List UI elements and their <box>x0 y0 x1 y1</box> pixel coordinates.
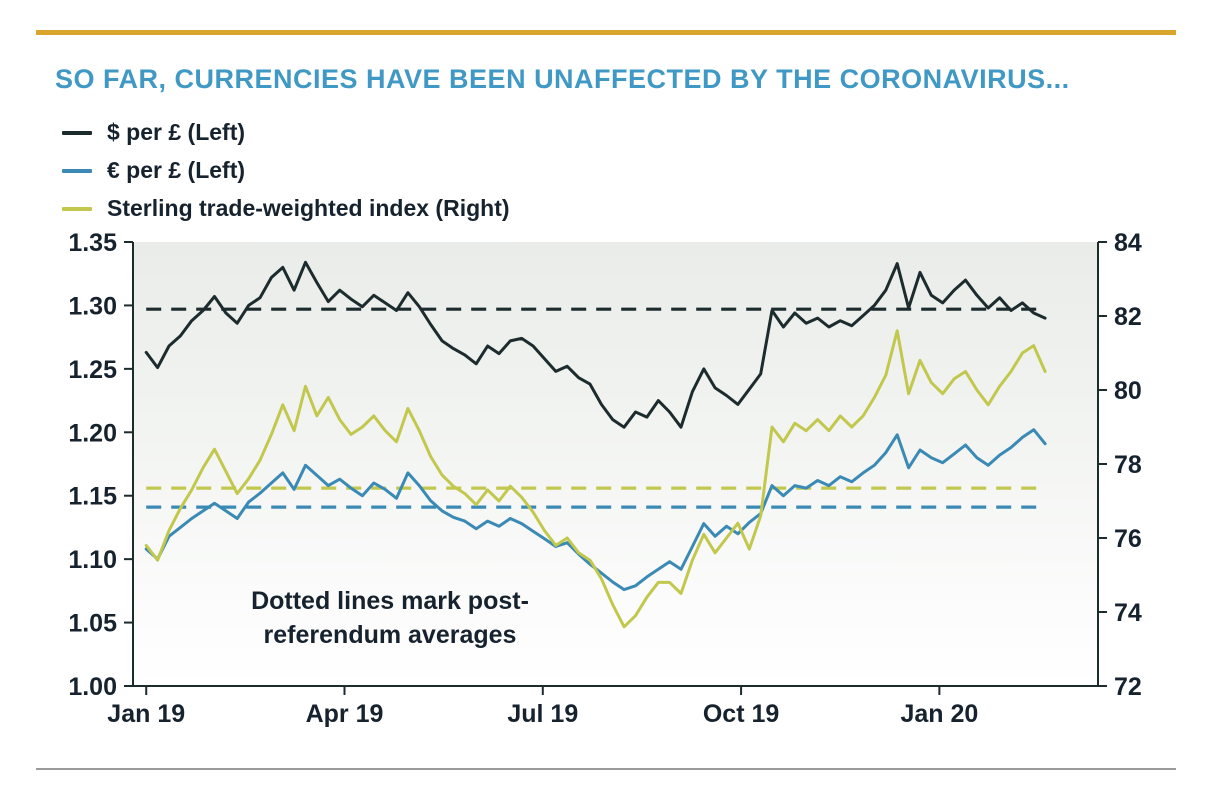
right-axis-tick-label: 84 <box>1114 229 1142 257</box>
twi-line <box>144 329 1047 629</box>
right-axis-tick-label: 78 <box>1114 451 1142 479</box>
twi-line-swatch <box>62 206 92 211</box>
left-axis-tick-label: 1.15 <box>68 483 117 511</box>
top-rule <box>36 30 1176 35</box>
left-axis-tick-label: 1.35 <box>68 229 117 257</box>
annotation-line-1: Dotted lines mark post- <box>251 587 529 615</box>
left-axis-tick-label: 1.25 <box>68 356 117 384</box>
legend-label-usd: $ per £ (Left) <box>107 119 246 145</box>
legend-label-twi: Sterling trade-weighted index (Right) <box>107 195 510 221</box>
chart-title: SO FAR, CURRENCIES HAVE BEEN UNAFFECTED … <box>55 64 1070 94</box>
legend-label-eur: € per £ (Left) <box>107 157 246 183</box>
left-axis-tick-label: 1.30 <box>68 292 117 320</box>
right-axis-tick-label: 72 <box>1114 673 1142 701</box>
dotted-lines-annotation: Dotted lines mark post- referendum avera… <box>180 584 600 652</box>
legend-item-eur: € per £ (Left) <box>62 156 510 185</box>
x-axis-tick-label: Jul 19 <box>507 700 578 728</box>
annotation-line-2: referendum averages <box>263 621 517 649</box>
left-axis-tick-label: 1.05 <box>68 610 117 638</box>
x-axis-tick-label: Jan 19 <box>107 700 185 728</box>
usd-line <box>144 260 1047 429</box>
left-axis-tick-label: 1.00 <box>68 673 117 701</box>
right-axis-tick-label: 82 <box>1114 303 1142 331</box>
legend: $ per £ (Left) € per £ (Left) Sterling t… <box>62 118 510 223</box>
legend-item-twi: Sterling trade-weighted index (Right) <box>62 194 510 223</box>
left-axis-tick-label: 1.20 <box>68 419 117 447</box>
right-axis-tick-label: 80 <box>1114 377 1142 405</box>
x-axis-tick-label: Jan 20 <box>900 700 978 728</box>
x-axis-tick-label: Apr 19 <box>306 700 384 728</box>
usd-line-swatch <box>62 130 92 135</box>
right-axis-tick-label: 74 <box>1114 599 1142 627</box>
bottom-rule <box>36 768 1176 770</box>
right-axis-tick-label: 76 <box>1114 525 1142 553</box>
left-axis-tick-label: 1.10 <box>68 546 117 574</box>
legend-item-usd: $ per £ (Left) <box>62 118 510 147</box>
x-axis-tick-label: Oct 19 <box>703 700 779 728</box>
eur-line-swatch <box>62 168 92 173</box>
